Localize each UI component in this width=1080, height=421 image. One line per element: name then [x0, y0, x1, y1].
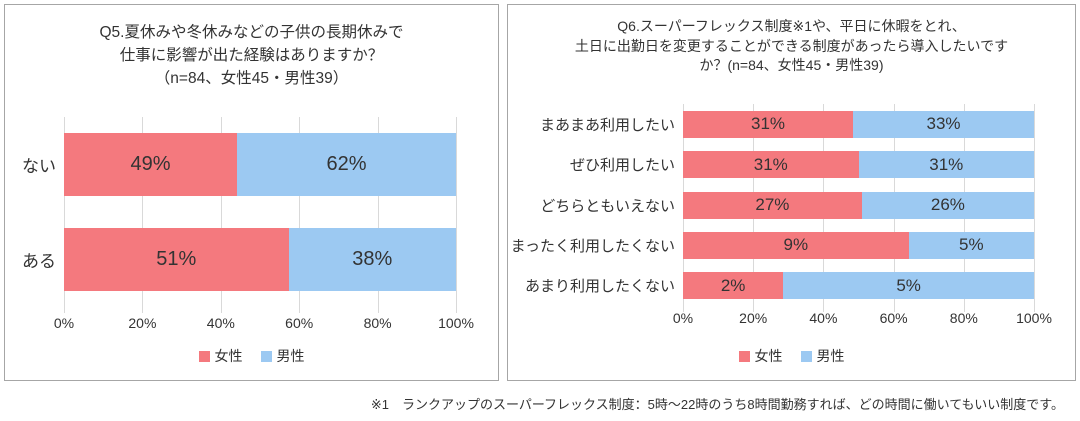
- chart-x-axis: 0% 20% 40% 60% 80% 100%: [54, 315, 474, 333]
- q6-chart-title: Q6.スーパーフレックス制度※1や、平日に休暇をとれ、 土日に出勤日を変更するこ…: [508, 17, 1075, 76]
- chart-row: まったく利用したくない 9% 5%: [508, 225, 1034, 265]
- chart-row: ぜひ利用したい 31% 31%: [508, 144, 1034, 184]
- bar-track: 31% 33%: [683, 110, 1034, 138]
- chart-legend: 女性 男性: [5, 346, 498, 366]
- bar-value-label: 5%: [896, 275, 921, 295]
- category-label: ない: [22, 157, 56, 176]
- axis-tick-label: 80%: [363, 315, 392, 331]
- bar-segment-female: 49%: [64, 133, 238, 196]
- bar-segment-male: 33%: [853, 110, 1034, 138]
- bar-value-label: 2%: [720, 275, 746, 295]
- legend-item-female: 女性: [198, 346, 243, 366]
- legend-item-female: 女性: [738, 346, 783, 366]
- q5-chart-panel: Q5.夏休みや冬休みなどの子供の長期休みで 仕事に影響が出た経験はありますか？ …: [4, 4, 499, 381]
- legend-item-male: 男性: [800, 346, 845, 366]
- category-label: まあまあ利用したい: [539, 116, 675, 134]
- axis-tick-label: 20%: [128, 315, 157, 331]
- category-label: ぜひ利用したい: [569, 157, 675, 175]
- axis-tick-label: 0%: [672, 310, 694, 326]
- gridline: [299, 117, 301, 313]
- chart-title-line: Q6.スーパーフレックス制度※1や、平日に休暇をとれ、: [617, 18, 966, 34]
- category-label: どちらともいえない: [540, 197, 675, 215]
- bar-track: 27% 26%: [683, 191, 1034, 219]
- gridline: [64, 117, 65, 313]
- legend-item-male: 男性: [260, 346, 305, 366]
- chart-row: ない 49% 62%: [5, 117, 456, 212]
- axis-tick-label: 40%: [206, 315, 235, 331]
- chart-row: ある 51% 38%: [5, 212, 456, 307]
- bar-value-label: 5%: [959, 235, 984, 255]
- footnote: ※1 ランクアップのスーパーフレックス制度：5時～22時のうち8時間勤務すれば、…: [370, 397, 1064, 412]
- axis-tick-label: 100%: [1016, 310, 1052, 326]
- gridline: [142, 117, 144, 313]
- bar-track: 51% 38%: [64, 228, 456, 291]
- axis-tick-label: 20%: [739, 310, 768, 326]
- bar-segment-male: 31%: [858, 151, 1034, 179]
- bar-value-label: 31%: [929, 154, 964, 174]
- category-label: ある: [22, 252, 56, 271]
- legend-label: 男性: [276, 348, 305, 364]
- chart-legend: 女性 男性: [508, 346, 1075, 366]
- bar-segment-female: 31%: [683, 110, 854, 138]
- chart-title-line: （n=84、女性45・男性39）: [154, 70, 349, 87]
- bar-value-label: 31%: [750, 114, 786, 134]
- chart-row: あまり利用したくない 2% 5%: [508, 266, 1034, 306]
- bar-value-label: 26%: [930, 195, 965, 215]
- axis-tick-label: 0%: [53, 315, 75, 331]
- bar-value-label: 9%: [783, 235, 809, 255]
- bar-value-label: 49%: [130, 153, 171, 175]
- bar-segment-female: 2%: [683, 272, 784, 300]
- chart-x-axis: 0% 20% 40% 60% 80% 100%: [673, 310, 1052, 328]
- legend-swatch-female: [198, 350, 210, 362]
- chart-title-line: か？(n=84、女性45・男性39): [699, 57, 884, 73]
- bar-segment-female: 31%: [683, 151, 859, 179]
- gridline: [456, 117, 457, 313]
- bar-segment-male: 62%: [237, 133, 456, 196]
- axis-tick-label: 40%: [809, 310, 838, 326]
- chart-rows: ない 49% 62% ある 51% 38%: [5, 117, 456, 307]
- bar-track: 31% 31%: [683, 151, 1034, 179]
- bar-segment-male: 38%: [288, 228, 456, 291]
- bar-segment-female: 51%: [64, 228, 289, 291]
- chart-title-line: 土日に出勤日を変更することができる制度があったら導入したいです: [574, 37, 1009, 54]
- legend-label: 男性: [816, 348, 845, 364]
- legend-label: 女性: [754, 348, 783, 364]
- axis-tick-label: 80%: [949, 310, 978, 326]
- axis-tick-label: 100%: [438, 315, 474, 331]
- category-label: あまり利用したくない: [524, 278, 675, 296]
- chart-title-line: 仕事に影響が出た経験はありますか？: [119, 47, 384, 64]
- bar-segment-female: 9%: [683, 231, 909, 259]
- bar-track: 2% 5%: [683, 272, 1034, 300]
- legend-swatch-male: [800, 350, 812, 362]
- bar-track: 9% 5%: [683, 231, 1034, 259]
- bar-segment-female: 27%: [683, 191, 862, 219]
- chart-row: まあまあ利用したい 31% 33%: [508, 104, 1034, 144]
- category-label: まったく利用したくない: [510, 237, 675, 255]
- gridline: [1034, 104, 1035, 312]
- chart-title-line: Q5.夏休みや冬休みなどの子供の長期休みで: [99, 24, 404, 41]
- legend-label: 女性: [214, 348, 243, 364]
- chart-rows: まあまあ利用したい 31% 33% ぜひ利用したい 31% 31% どちらともいえない 27%…: [508, 104, 1034, 306]
- chart-row: どちらともいえない 27% 26%: [508, 185, 1034, 225]
- axis-tick-label: 60%: [285, 315, 314, 331]
- q5-chart-title: Q5.夏休みや冬休みなどの子供の長期休みで 仕事に影響が出た経験はありますか？ …: [5, 21, 498, 90]
- q6-chart-panel: Q6.スーパーフレックス制度※1や、平日に休暇をとれ、 土日に出勤日を変更するこ…: [507, 4, 1076, 381]
- bar-value-label: 51%: [156, 248, 197, 270]
- bar-value-label: 33%: [926, 114, 961, 134]
- bar-segment-male: 26%: [861, 191, 1034, 219]
- chart-gridlines: [64, 117, 457, 313]
- bar-value-label: 31%: [753, 154, 788, 174]
- bar-value-label: 38%: [352, 248, 393, 270]
- gridline: [220, 117, 222, 313]
- bar-value-label: 62%: [326, 153, 367, 175]
- bar-track: 49% 62%: [64, 133, 456, 196]
- bar-value-label: 27%: [755, 195, 790, 215]
- legend-swatch-female: [738, 350, 750, 362]
- legend-swatch-male: [260, 350, 272, 362]
- axis-tick-label: 60%: [879, 310, 908, 326]
- gridline: [377, 117, 379, 313]
- bar-segment-male: 5%: [908, 231, 1034, 259]
- bar-segment-male: 5%: [783, 272, 1034, 300]
